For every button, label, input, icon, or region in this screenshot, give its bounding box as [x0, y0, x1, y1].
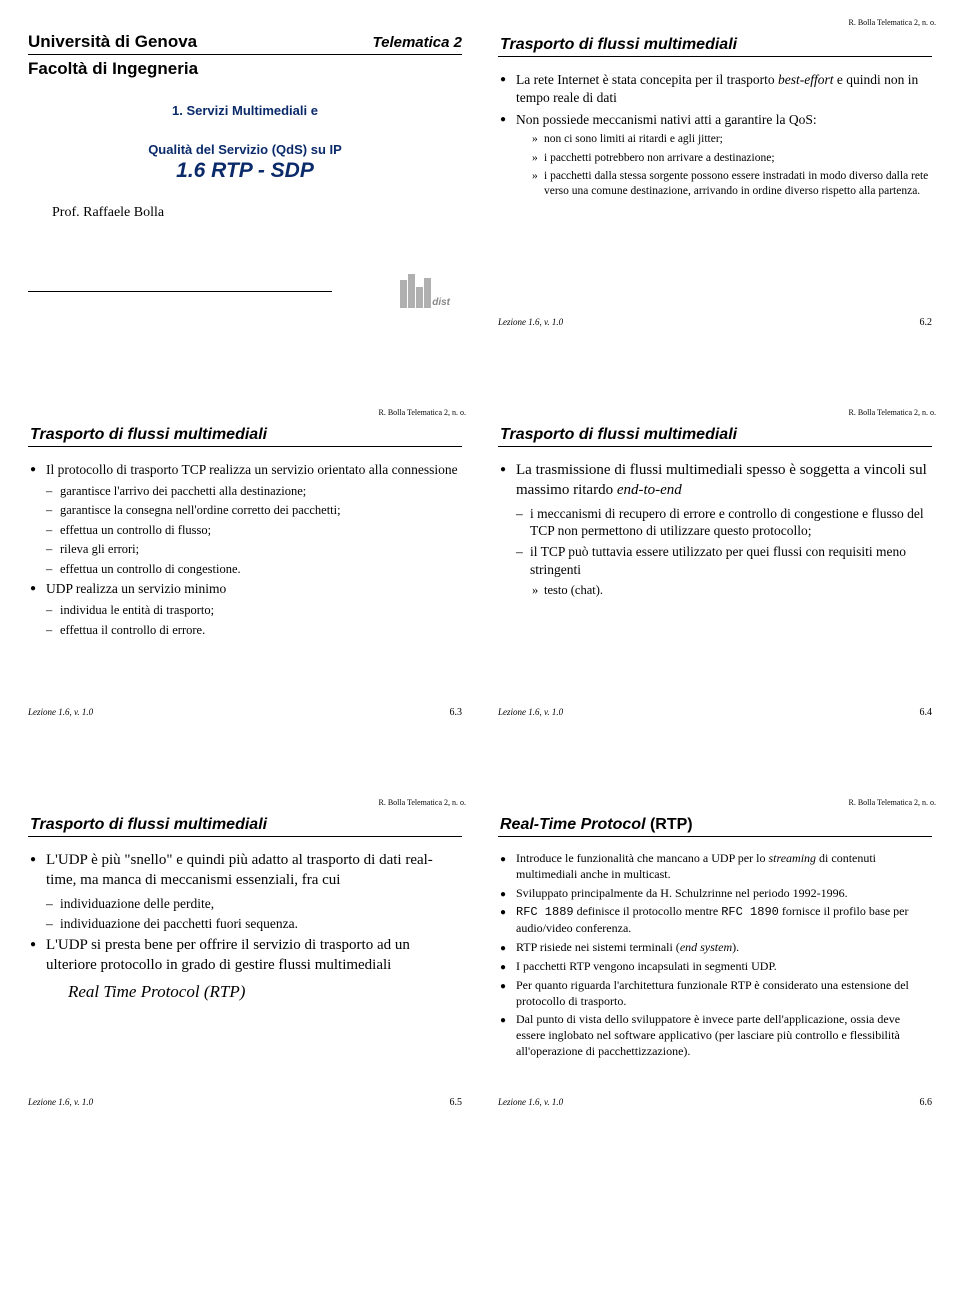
slide-footer: Lezione 1.6, v. 1.0 6.2 — [498, 317, 932, 328]
main-title: 1.6 RTP - SDP — [28, 159, 462, 183]
bullet-l1: Dal punto di vista dello sviluppatore è … — [498, 1012, 932, 1059]
bullet-l1: L'UDP è più "snello" e quindi più adatto… — [28, 851, 462, 891]
header-note: R. Bolla Telematica 2, n. o. — [849, 798, 937, 807]
rule — [28, 446, 462, 447]
slide-2: R. Bolla Telematica 2, n. o. Trasporto d… — [494, 18, 936, 328]
header-note: R. Bolla Telematica 2, n. o. — [849, 18, 937, 27]
page-number: 6.3 — [450, 707, 463, 718]
bullet-l2: effettua un controllo di flusso; — [28, 522, 462, 539]
bullet-l2: i meccanismi di recupero di errore e con… — [498, 505, 932, 541]
bullet-l1: Non possiede meccanismi nativi atti a ga… — [498, 111, 932, 129]
slide-1-title: Università di Genova Telematica 2 Facolt… — [24, 18, 466, 328]
university-name: Università di Genova — [28, 32, 197, 52]
bullet-list: La rete Internet è stata concepita per i… — [498, 71, 932, 199]
dist-logo-icon: dist — [400, 262, 446, 308]
bullet-list: L'UDP è più "snello" e quindi più adatto… — [28, 851, 462, 976]
lesson-label: Lezione 1.6, v. 1.0 — [28, 707, 93, 718]
bullet-l2: garantisce l'arrivo dei pacchetti alla d… — [28, 483, 462, 500]
slide-title: Real-Time Protocol (RTP) — [498, 816, 932, 834]
slide-title: Trasporto di flussi multimediali — [28, 426, 462, 444]
bullet-l1: UDP realizza un servizio minimo — [28, 580, 462, 598]
lesson-label: Lezione 1.6, v. 1.0 — [498, 707, 563, 718]
professor: Prof. Raffaele Bolla — [28, 205, 462, 221]
header-note: R. Bolla Telematica 2, n. o. — [849, 408, 937, 417]
page-number: 6.5 — [450, 1097, 463, 1108]
slide-footer: Lezione 1.6, v. 1.0 6.6 — [498, 1097, 932, 1108]
bullet-list: Il protocollo di trasporto TCP realizza … — [28, 461, 462, 638]
page-number: 6.2 — [920, 317, 933, 328]
bullet-l2: individuazione delle perdite, — [28, 895, 462, 913]
bullet-l1: RTP risiede nei sistemi terminali (end s… — [498, 940, 932, 956]
lesson-label: Lezione 1.6, v. 1.0 — [28, 1097, 93, 1108]
bullet-l2: effettua il controllo di errore. — [28, 622, 462, 639]
rule — [498, 836, 932, 837]
subtitle-line1: 1. Servizi Multimediali e — [28, 103, 462, 118]
lesson-label: Lezione 1.6, v. 1.0 — [498, 1097, 563, 1108]
slide-6: R. Bolla Telematica 2, n. o. Real-Time P… — [494, 798, 936, 1108]
slide-title: Trasporto di flussi multimediali — [498, 426, 932, 444]
rule — [28, 836, 462, 837]
rule — [498, 446, 932, 447]
slide-footer: Lezione 1.6, v. 1.0 6.5 — [28, 1097, 462, 1108]
university-row: Università di Genova Telematica 2 — [28, 32, 462, 52]
bullet-l1: Il protocollo di trasporto TCP realizza … — [28, 461, 462, 479]
slides-grid: Università di Genova Telematica 2 Facolt… — [24, 18, 936, 1108]
bullet-l2: rileva gli errori; — [28, 541, 462, 558]
bullet-list: Introduce le funzionalità che mancano a … — [498, 851, 932, 1060]
bullet-l1: La trasmissione di flussi multimediali s… — [498, 461, 932, 501]
bullet-l1: RFC 1889 definisce il protocollo mentre … — [498, 904, 932, 937]
bullet-l3: i pacchetti potrebbero non arrivare a de… — [498, 151, 932, 166]
rtp-emphasis: Real Time Protocol (RTP) — [68, 982, 462, 1002]
bullet-l3: non ci sono limiti ai ritardi e agli jit… — [498, 132, 932, 147]
bullet-l2: il TCP può tuttavia essere utilizzato pe… — [498, 543, 932, 579]
slide-footer: Lezione 1.6, v. 1.0 6.3 — [28, 707, 462, 718]
bullet-l1: I pacchetti RTP vengono incapsulati in s… — [498, 959, 932, 975]
rule — [498, 56, 932, 57]
bullet-l2: effettua un controllo di congestione. — [28, 561, 462, 578]
slide-5: R. Bolla Telematica 2, n. o. Trasporto d… — [24, 798, 466, 1108]
bullet-l1: L'UDP si presta bene per offrire il serv… — [28, 936, 462, 976]
slide-title: Trasporto di flussi multimediali — [28, 816, 462, 834]
page-number: 6.6 — [920, 1097, 933, 1108]
bullet-l3: i pacchetti dalla stessa sorgente posson… — [498, 169, 932, 199]
bullet-l3: testo (chat). — [498, 582, 932, 599]
page-number: 6.4 — [920, 707, 933, 718]
faculty-name: Facoltà di Ingegneria — [28, 59, 462, 79]
bullet-l1: Per quanto riguarda l'architettura funzi… — [498, 978, 932, 1010]
rule — [28, 291, 332, 292]
lesson-label: Lezione 1.6, v. 1.0 — [498, 317, 563, 328]
logo-text: dist — [432, 297, 450, 308]
subtitle-line2: Qualità del Servizio (QdS) su IP — [28, 142, 462, 157]
bullet-l2: individua le entità di trasporto; — [28, 602, 462, 619]
header-note: R. Bolla Telematica 2, n. o. — [379, 408, 467, 417]
header-note: R. Bolla Telematica 2, n. o. — [379, 798, 467, 807]
bullet-l1: Sviluppato principalmente da H. Schulzri… — [498, 886, 932, 902]
bullet-list: La trasmissione di flussi multimediali s… — [498, 461, 932, 598]
bullet-l1: Introduce le funzionalità che mancano a … — [498, 851, 932, 883]
bullet-l2: garantisce la consegna nell'ordine corre… — [28, 502, 462, 519]
rule — [28, 54, 462, 55]
bullet-l1: La rete Internet è stata concepita per i… — [498, 71, 932, 107]
course-name: Telematica 2 — [373, 34, 463, 51]
slide-3: R. Bolla Telematica 2, n. o. Trasporto d… — [24, 408, 466, 718]
slide-title: Trasporto di flussi multimediali — [498, 36, 932, 54]
slide-footer: Lezione 1.6, v. 1.0 6.4 — [498, 707, 932, 718]
bullet-l2: individuazione dei pacchetti fuori seque… — [28, 915, 462, 933]
slide-4: R. Bolla Telematica 2, n. o. Trasporto d… — [494, 408, 936, 718]
